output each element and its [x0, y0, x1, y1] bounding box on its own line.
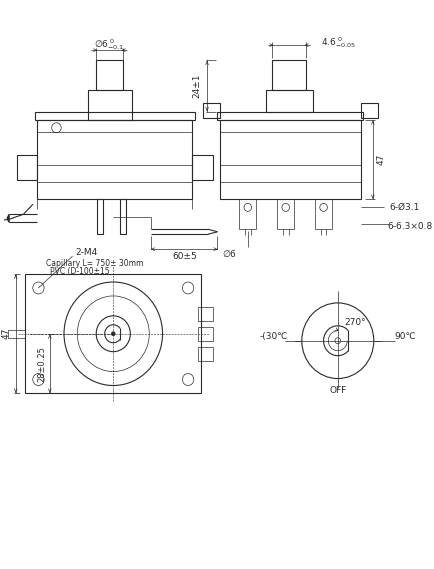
- Circle shape: [111, 332, 115, 336]
- Bar: [97, 199, 102, 234]
- Text: 6-Ø3.1: 6-Ø3.1: [388, 203, 418, 212]
- Bar: [197, 347, 212, 361]
- Text: OFF: OFF: [329, 386, 345, 395]
- Bar: [25, 274, 201, 394]
- Bar: [120, 199, 125, 234]
- Text: 4.6$^{\ 0}_{-0.05}$: 4.6$^{\ 0}_{-0.05}$: [320, 35, 355, 50]
- Bar: [88, 90, 132, 120]
- Text: 24±1: 24±1: [192, 74, 201, 98]
- Bar: [96, 60, 122, 90]
- Text: 60±5: 60±5: [171, 251, 196, 261]
- Bar: [203, 103, 220, 118]
- Bar: [217, 112, 362, 120]
- Text: 6-6.3×0.8: 6-6.3×0.8: [386, 222, 431, 231]
- Text: 270°: 270°: [343, 318, 365, 327]
- Bar: [35, 112, 194, 120]
- Text: 2-M4: 2-M4: [76, 248, 98, 257]
- Bar: [16, 155, 37, 179]
- Bar: [197, 327, 212, 341]
- Bar: [191, 155, 212, 179]
- Polygon shape: [7, 215, 9, 222]
- Text: Capillary L= 750± 30mm: Capillary L= 750± 30mm: [46, 258, 143, 267]
- Bar: [272, 60, 305, 90]
- Text: PVC (D-100±15: PVC (D-100±15: [50, 266, 110, 275]
- Text: $\varnothing$6$^{\ 0}_{-0.1}$: $\varnothing$6$^{\ 0}_{-0.1}$: [94, 37, 125, 52]
- Text: 47: 47: [376, 154, 385, 166]
- Bar: [276, 199, 293, 229]
- Bar: [314, 199, 331, 229]
- Text: 28±0.25: 28±0.25: [38, 346, 46, 382]
- Bar: [239, 199, 256, 229]
- Bar: [265, 90, 312, 112]
- Text: -(30℃: -(30℃: [259, 332, 287, 341]
- Bar: [8, 330, 25, 338]
- Bar: [37, 120, 191, 199]
- Text: 47: 47: [2, 328, 11, 340]
- Text: $\varnothing$6: $\varnothing$6: [222, 248, 237, 259]
- Bar: [220, 120, 360, 199]
- Text: 90℃: 90℃: [394, 332, 415, 341]
- Bar: [360, 103, 377, 118]
- Bar: [197, 307, 212, 321]
